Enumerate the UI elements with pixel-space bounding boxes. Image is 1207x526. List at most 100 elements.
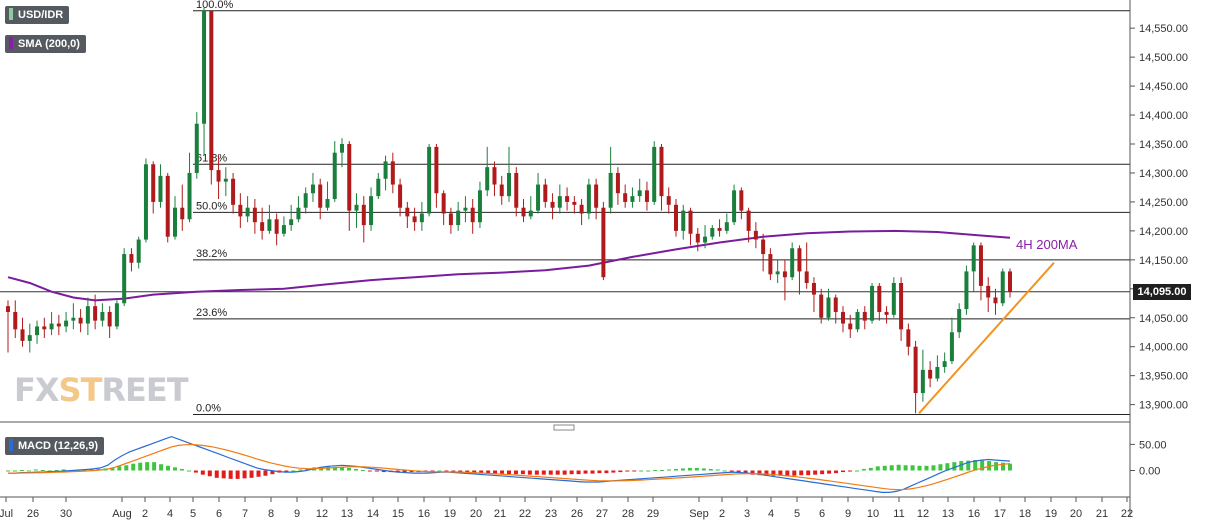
candle-body [964, 271, 969, 310]
macd-bar [520, 470, 525, 475]
macd-bar [179, 468, 184, 471]
macd-bar [82, 469, 87, 471]
candle-body [848, 323, 853, 330]
candle-body [441, 193, 446, 214]
sma-swatch [9, 37, 13, 49]
pane-resize-handle [553, 424, 575, 431]
candle-body [978, 245, 983, 286]
candle-body [274, 219, 279, 234]
candle-body [173, 207, 177, 237]
candle-body [354, 204, 359, 211]
macd-bar [889, 465, 894, 471]
price-tick-label: 14,000.00 [1139, 342, 1188, 354]
time-tick-label: 17 [994, 508, 1006, 520]
macd-bar [764, 470, 769, 476]
macd-bar [959, 461, 964, 471]
candle-body [100, 311, 105, 321]
macd-bar [1008, 463, 1012, 471]
macd-bar [186, 470, 191, 472]
macd-bar [33, 469, 38, 471]
macd-bar [145, 462, 150, 471]
candle-body [732, 190, 737, 223]
candle-body [165, 175, 170, 237]
instrument-badge[interactable]: USD/IDR [5, 6, 70, 24]
time-tick-label: 13 [341, 508, 353, 520]
macd-bar [555, 470, 560, 475]
macd-bar [639, 470, 644, 472]
fib-label: 23.6% [196, 307, 227, 319]
time-tick-label: 21 [494, 508, 506, 520]
macd-badge[interactable]: MACD (12,26,9) [5, 437, 105, 455]
time-tick-label: 12 [316, 508, 328, 520]
time-tick-label: 12 [917, 508, 929, 520]
candle-body [536, 184, 541, 211]
macd-bar [806, 470, 811, 476]
macd-bar [952, 462, 957, 471]
time-tick-label: 6 [819, 508, 825, 520]
support-trendline [918, 262, 1055, 414]
macd-bar [854, 470, 859, 472]
macd-bar [472, 470, 477, 474]
candle-body [659, 146, 664, 197]
macd-bar [903, 465, 908, 471]
instrument-swatch [9, 8, 13, 20]
candle-body [753, 230, 758, 240]
candle-body [398, 184, 403, 208]
macd-bar [221, 470, 226, 479]
macd-bar [6, 470, 10, 472]
macd-bar [827, 470, 832, 474]
candle-body [122, 254, 127, 304]
macd-bar [750, 470, 755, 475]
candle-body [928, 369, 933, 379]
macd-bar [493, 470, 498, 474]
candle-body [267, 219, 272, 231]
macd-bar [305, 468, 310, 471]
price-tick-label: 14,050.00 [1139, 313, 1188, 325]
macd-pane: 0.00 50.00 [6, 435, 1167, 493]
macd-bar [778, 470, 783, 476]
candle-body [129, 254, 134, 263]
candle-body [485, 167, 490, 191]
macd-bar [381, 470, 386, 473]
candle-body [325, 199, 330, 208]
macd-line [8, 435, 1011, 493]
time-tick-label: 21 [1096, 508, 1108, 520]
macd-bar [40, 469, 45, 471]
candle-body [550, 201, 555, 208]
macd-bar [868, 467, 873, 471]
macd-bar [987, 461, 992, 471]
candle-body [942, 361, 947, 367]
time-tick-label: 19 [444, 508, 456, 520]
candle-body [862, 311, 867, 321]
macd-bar [465, 470, 470, 473]
macd-bar [841, 470, 845, 473]
fib-label: 50.0% [196, 200, 227, 212]
macd-bar [729, 470, 734, 472]
macd-bar [200, 470, 205, 475]
time-tick-label: 27 [596, 508, 608, 520]
macd-bar [945, 463, 950, 471]
macd-bar [834, 470, 839, 474]
macd-bar [54, 469, 59, 471]
macd-bar [430, 470, 435, 472]
macd-bar [346, 467, 351, 471]
candle-body [841, 311, 845, 324]
candle-body [143, 164, 148, 240]
candle-body [252, 207, 257, 223]
time-tick-label: 29 [647, 508, 659, 520]
macd-tick-label: 0.00 [1139, 466, 1160, 478]
macd-bar [298, 469, 303, 471]
sma-badge[interactable]: SMA (200,0) [5, 35, 86, 53]
macd-bar [249, 470, 254, 478]
macd-bar [736, 470, 741, 473]
macd-bar [597, 470, 602, 474]
macd-bar [667, 469, 672, 471]
time-tick-label: 19 [1045, 508, 1057, 520]
macd-bar [458, 470, 463, 473]
macd-bar [924, 465, 929, 471]
macd-bar [507, 470, 511, 475]
candle-body [456, 210, 461, 226]
time-tick-label: 22 [519, 508, 531, 520]
candle-body [85, 306, 90, 324]
